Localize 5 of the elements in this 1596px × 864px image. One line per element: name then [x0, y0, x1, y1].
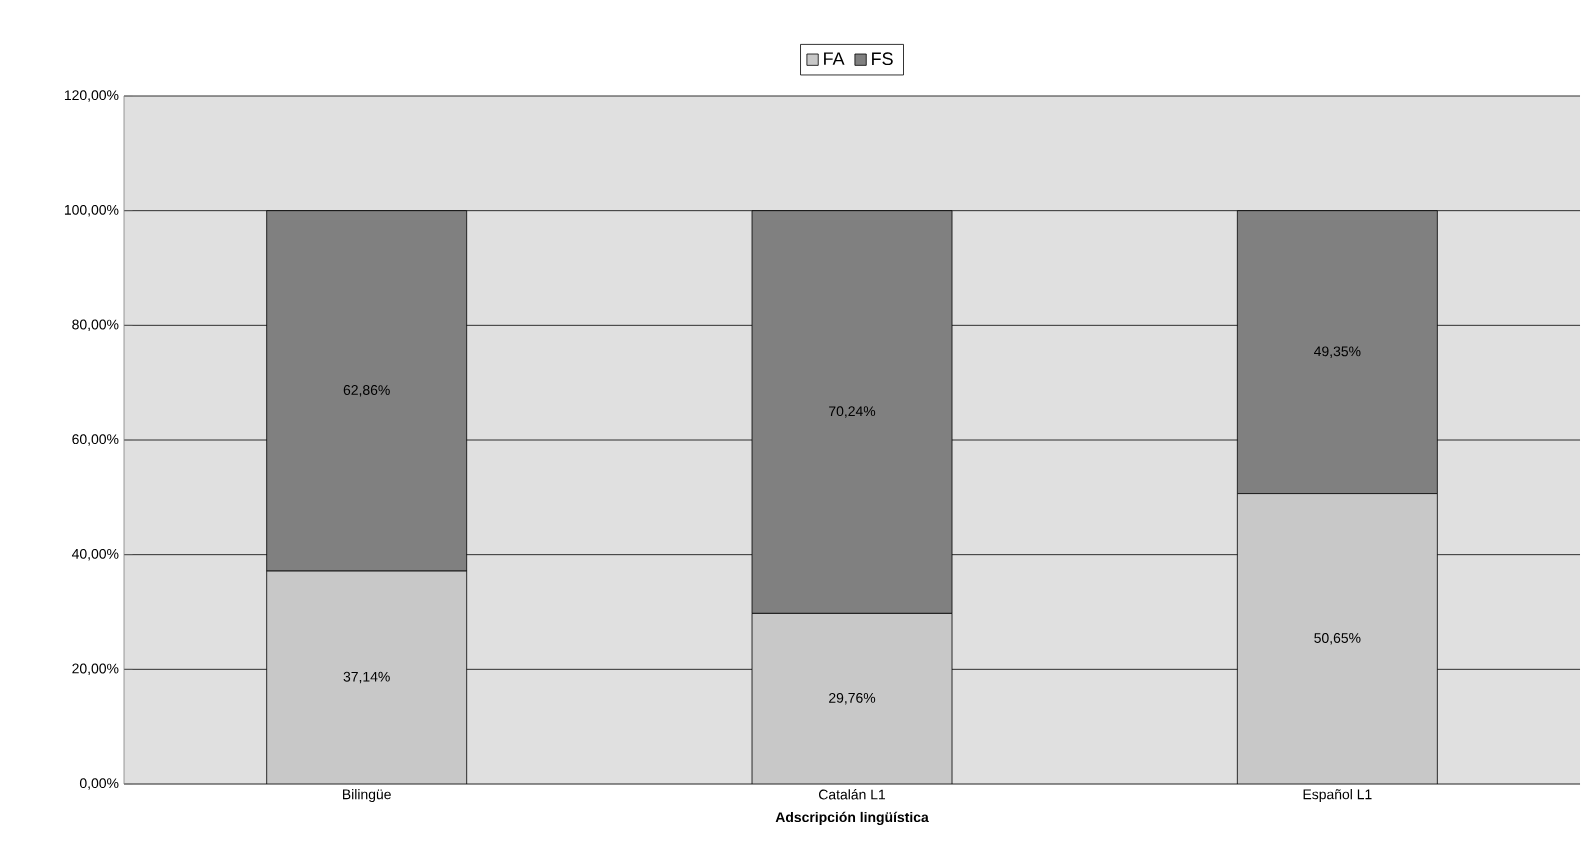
bar	[266, 570, 468, 784]
bar	[751, 612, 953, 784]
legend-label: FA	[824, 52, 845, 65]
bar	[1236, 493, 1438, 784]
legend-label: FS	[872, 52, 893, 66]
